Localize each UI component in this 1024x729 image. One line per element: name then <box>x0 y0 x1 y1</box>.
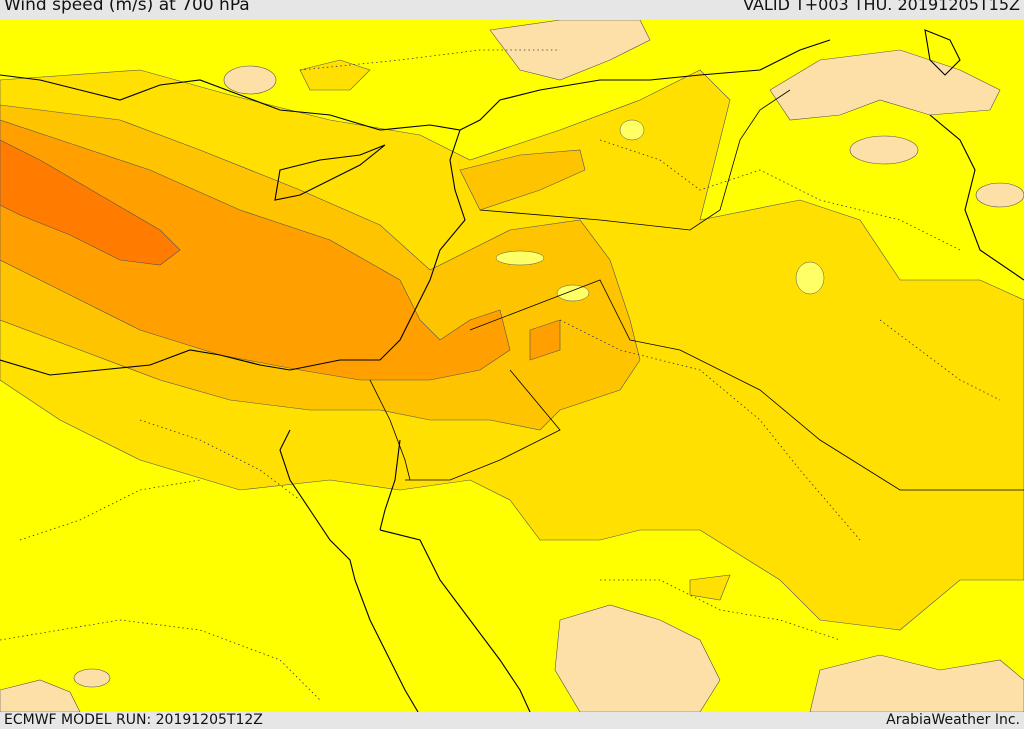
pale-spots <box>495 119 825 302</box>
pale-spot-4 <box>495 250 545 266</box>
level-6-zone <box>0 139 181 266</box>
pale-spot-3 <box>556 284 590 302</box>
wind-speed-map <box>0 20 1024 712</box>
coastline-north <box>0 39 831 131</box>
admin-boundary-5 <box>600 579 841 641</box>
coastline-red-sea-east <box>379 529 531 712</box>
coastline-cyprus <box>274 144 386 201</box>
border-egypt-sudan-diag <box>405 369 561 481</box>
map-title: Wind speed (m/s) at 700 hPa <box>4 0 250 15</box>
coastlines <box>0 29 1024 712</box>
level-5-zone <box>0 119 561 381</box>
level-3-south <box>689 574 731 601</box>
level-6-core <box>0 139 181 266</box>
coastline-gulf-aqaba <box>379 439 401 531</box>
coastline-gulf <box>929 114 1024 281</box>
level-5-band <box>0 119 511 381</box>
calm-patch-ne <box>769 49 1001 121</box>
border-jordan-saudi <box>469 279 1024 491</box>
credit: ArabiaWeather Inc. <box>886 712 1020 728</box>
admin-boundary-4 <box>19 479 201 541</box>
admin-boundary-6 <box>0 619 321 701</box>
valid-time: VALID T+003 THU. 20191205T15Z <box>743 0 1020 14</box>
model-run: ECMWF MODEL RUN: 20191205T12Z <box>4 712 263 728</box>
coastline-caspian <box>924 29 961 76</box>
map-header: Wind speed (m/s) at 700 hPa VALID T+003 … <box>0 0 1024 20</box>
calm-patch-small <box>73 668 111 688</box>
admin-boundaries <box>0 49 1001 701</box>
coastline-egypt <box>0 349 380 376</box>
calm-patch-sw <box>0 679 81 712</box>
admin-boundary-2 <box>559 319 861 541</box>
calm-patches <box>0 20 1024 712</box>
calm-patch-se <box>809 654 1024 712</box>
level-5-east <box>529 319 561 361</box>
border-israel <box>369 379 411 481</box>
admin-boundary-3 <box>139 419 301 501</box>
calm-patch-n <box>489 20 651 81</box>
map-footer: ECMWF MODEL RUN: 20191205T12Z ArabiaWeat… <box>0 712 1024 729</box>
coastline-levant <box>379 129 466 361</box>
coastline-gulf-suez <box>279 429 356 581</box>
map-svg <box>0 20 1024 712</box>
calm-patch-south <box>554 604 721 712</box>
coastline-red-sea-west <box>354 579 419 712</box>
calm-patch-nw <box>223 65 277 95</box>
admin-boundary-1 <box>599 139 961 251</box>
level-3-nw <box>299 59 371 91</box>
admin-boundary-8 <box>299 49 560 71</box>
calm-patch-ne2 <box>975 182 1024 208</box>
pale-spot-1 <box>795 261 825 295</box>
pale-spot-2 <box>619 119 645 141</box>
admin-boundary-7 <box>879 319 1001 401</box>
calm-patch-east <box>849 135 919 165</box>
country-borders <box>369 89 1024 491</box>
border-syria-iraq <box>479 89 791 231</box>
